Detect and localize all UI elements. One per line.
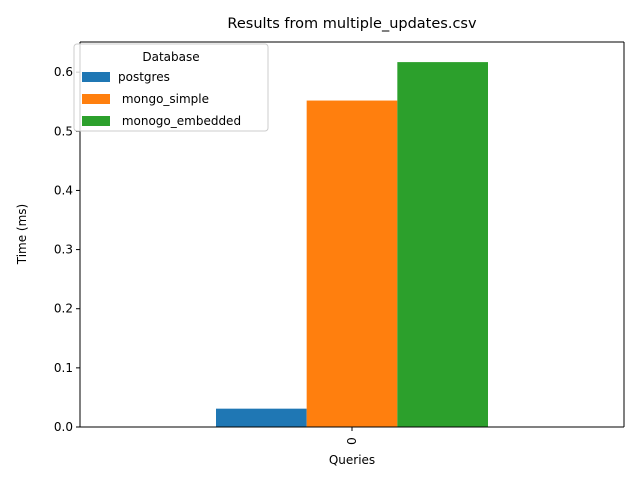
legend-swatch: [82, 116, 110, 126]
y-tick-label: 0.0: [54, 420, 73, 434]
legend-swatch: [82, 94, 110, 104]
y-tick-label: 0.4: [54, 183, 73, 197]
chart-title: Results from multiple_updates.csv: [227, 16, 477, 32]
y-tick-label: 0.2: [54, 302, 73, 316]
x-tick-label: 0: [345, 437, 359, 445]
bar-mongo-simple: [306, 100, 398, 427]
x-ticks-group: 0: [345, 427, 359, 445]
bar-postgres: [216, 408, 307, 427]
legend: Database postgres mongo_simple monogo_em…: [73, 43, 269, 132]
legend-label: mongo_simple: [118, 92, 209, 106]
y-tick-label: 0.5: [54, 124, 73, 138]
y-axis-label: Time (ms): [15, 204, 29, 266]
legend-items: postgres mongo_simple monogo_embedded: [82, 70, 241, 128]
legend-label: postgres: [118, 70, 170, 84]
y-tick-label: 0.6: [54, 65, 73, 79]
y-ticks-group: 0.0 0.1 0.2 0.3 0.4 0.5 0.6: [54, 65, 80, 434]
bar-monogo-embedded: [397, 62, 488, 427]
legend-swatch: [82, 72, 110, 82]
legend-frame: [73, 43, 269, 132]
x-axis-label: Queries: [329, 453, 375, 467]
bars-group: [216, 62, 488, 427]
legend-label: monogo_embedded: [118, 114, 241, 128]
y-tick-label: 0.1: [54, 361, 73, 375]
legend-title: Database: [142, 50, 199, 64]
y-tick-label: 0.3: [54, 243, 73, 257]
